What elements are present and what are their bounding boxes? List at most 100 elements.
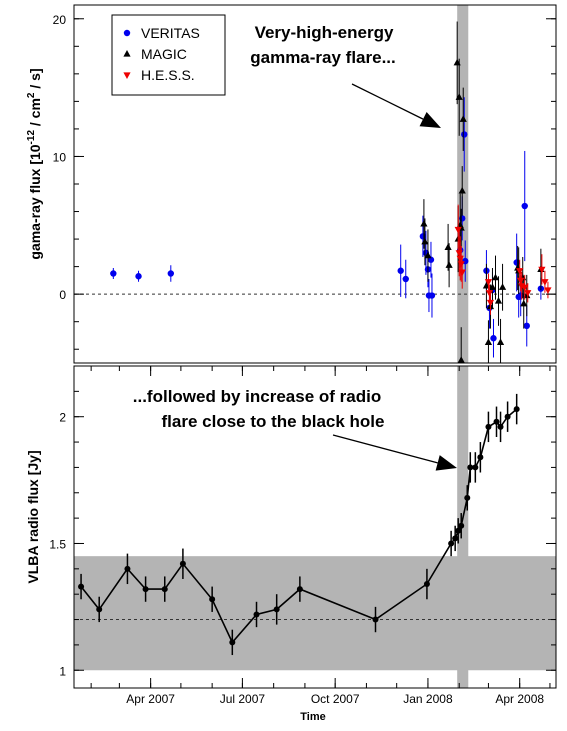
veritas-point bbox=[521, 150, 528, 262]
radio-point-marker bbox=[485, 423, 492, 430]
y-tick-label: 1 bbox=[59, 664, 66, 678]
legend-label: H.E.S.S. bbox=[141, 67, 195, 83]
hess-marker bbox=[517, 277, 525, 285]
x-tick-label: Jul 2007 bbox=[220, 692, 266, 706]
radio-point-marker bbox=[472, 464, 479, 471]
x-tick-label: Apr 2008 bbox=[495, 692, 544, 706]
magic-marker bbox=[498, 283, 507, 290]
legend-label: VERITAS bbox=[141, 25, 200, 41]
magic-point bbox=[496, 318, 505, 363]
y-axis-title: gama-ray flux [10-12 / cm2 / s] bbox=[26, 68, 43, 259]
radio-point bbox=[493, 406, 500, 437]
y-axis-title-part: 2 bbox=[26, 92, 37, 98]
hess-marker bbox=[544, 287, 552, 295]
hess-marker bbox=[541, 279, 549, 286]
y-axis-title-part: gama-ray flux [10 bbox=[27, 144, 43, 259]
baseline-band bbox=[74, 556, 556, 671]
veritas-marker bbox=[110, 270, 117, 277]
magic-point bbox=[491, 255, 500, 300]
veritas-point bbox=[167, 265, 175, 282]
y-axis-title: VLBA radio flux [Jy] bbox=[25, 450, 41, 583]
hess-marker bbox=[486, 299, 495, 307]
x-axis-title: Time bbox=[300, 711, 325, 723]
radio-point-marker bbox=[372, 616, 379, 623]
magic-marker bbox=[458, 186, 466, 194]
magic-marker bbox=[455, 93, 463, 100]
veritas-marker bbox=[397, 267, 404, 274]
hess-point bbox=[544, 281, 552, 299]
magic-marker bbox=[496, 338, 505, 345]
radio-point-marker bbox=[179, 560, 186, 567]
hess-marker bbox=[484, 279, 493, 286]
hess-marker bbox=[538, 266, 546, 274]
radio-point-marker bbox=[273, 606, 280, 613]
arrow-head bbox=[419, 111, 441, 128]
hess-marker bbox=[457, 261, 465, 268]
radio-point bbox=[161, 576, 168, 602]
veritas-marker bbox=[402, 275, 409, 283]
radio-point bbox=[124, 553, 131, 585]
legend-entry-hess: H.E.S.S. bbox=[123, 67, 195, 83]
radio-point bbox=[96, 596, 103, 623]
radio-point-marker bbox=[493, 418, 500, 425]
radio-point bbox=[485, 411, 492, 443]
arrow-shaft bbox=[351, 83, 424, 120]
veritas-point bbox=[402, 259, 409, 299]
radio-point bbox=[179, 548, 186, 579]
magic-point bbox=[444, 223, 452, 271]
magic-point bbox=[455, 58, 463, 136]
magic-point bbox=[424, 229, 432, 282]
radio-point bbox=[209, 586, 216, 612]
veritas-point bbox=[428, 273, 436, 318]
magic-point bbox=[498, 263, 507, 311]
hess-marker bbox=[454, 226, 462, 234]
legend-marker-hess bbox=[123, 72, 131, 79]
radio-point bbox=[504, 401, 511, 432]
veritas-marker bbox=[490, 335, 497, 342]
magic-marker bbox=[457, 356, 465, 363]
radio-annotation-text: ...followed by increase of radio bbox=[133, 387, 381, 406]
magic-point bbox=[484, 320, 493, 363]
magic-marker bbox=[444, 243, 452, 250]
hess-point bbox=[454, 204, 462, 255]
radio-point bbox=[142, 576, 149, 602]
y-tick-label: 0 bbox=[59, 288, 66, 302]
radio-point-marker bbox=[458, 522, 465, 529]
legend-entry-veritas: VERITAS bbox=[123, 25, 200, 41]
radio-point bbox=[497, 411, 504, 443]
magic-marker bbox=[520, 299, 528, 307]
radio-point-marker bbox=[124, 565, 131, 572]
magic-marker bbox=[421, 237, 429, 245]
veritas-marker bbox=[428, 292, 436, 299]
veritas-point bbox=[135, 270, 142, 282]
radio-point-marker bbox=[78, 583, 85, 590]
magic-point bbox=[445, 243, 453, 288]
hess-point bbox=[458, 255, 466, 289]
hess-point bbox=[541, 270, 549, 293]
radio-annotation-arrow bbox=[332, 434, 457, 471]
legend-marker-magic bbox=[123, 50, 131, 57]
hess-point bbox=[484, 273, 493, 291]
hess-point bbox=[485, 284, 494, 302]
hess-marker bbox=[485, 290, 494, 297]
radio-point bbox=[513, 393, 520, 425]
hess-marker bbox=[524, 290, 532, 297]
radio-point-marker bbox=[504, 413, 511, 420]
radio-point bbox=[372, 606, 379, 633]
radio-point bbox=[472, 452, 479, 483]
x-tick-label: Oct 2007 bbox=[311, 692, 360, 706]
radio-point-marker bbox=[209, 596, 216, 603]
plot-frame bbox=[73, 365, 557, 689]
flare-highlight-band bbox=[457, 5, 469, 363]
radio-point-marker bbox=[296, 586, 303, 593]
flare-annotation-arrow bbox=[351, 83, 441, 128]
radio-point-marker bbox=[96, 606, 103, 613]
radio-point-marker bbox=[455, 527, 462, 534]
radio-annotation-text: flare close to the black hole bbox=[162, 412, 385, 431]
radio-point bbox=[296, 576, 303, 602]
legend-box bbox=[111, 14, 226, 96]
magic-marker bbox=[491, 273, 500, 281]
radio-point bbox=[229, 629, 236, 656]
arrow-shaft bbox=[332, 434, 438, 464]
veritas-marker bbox=[167, 270, 175, 277]
